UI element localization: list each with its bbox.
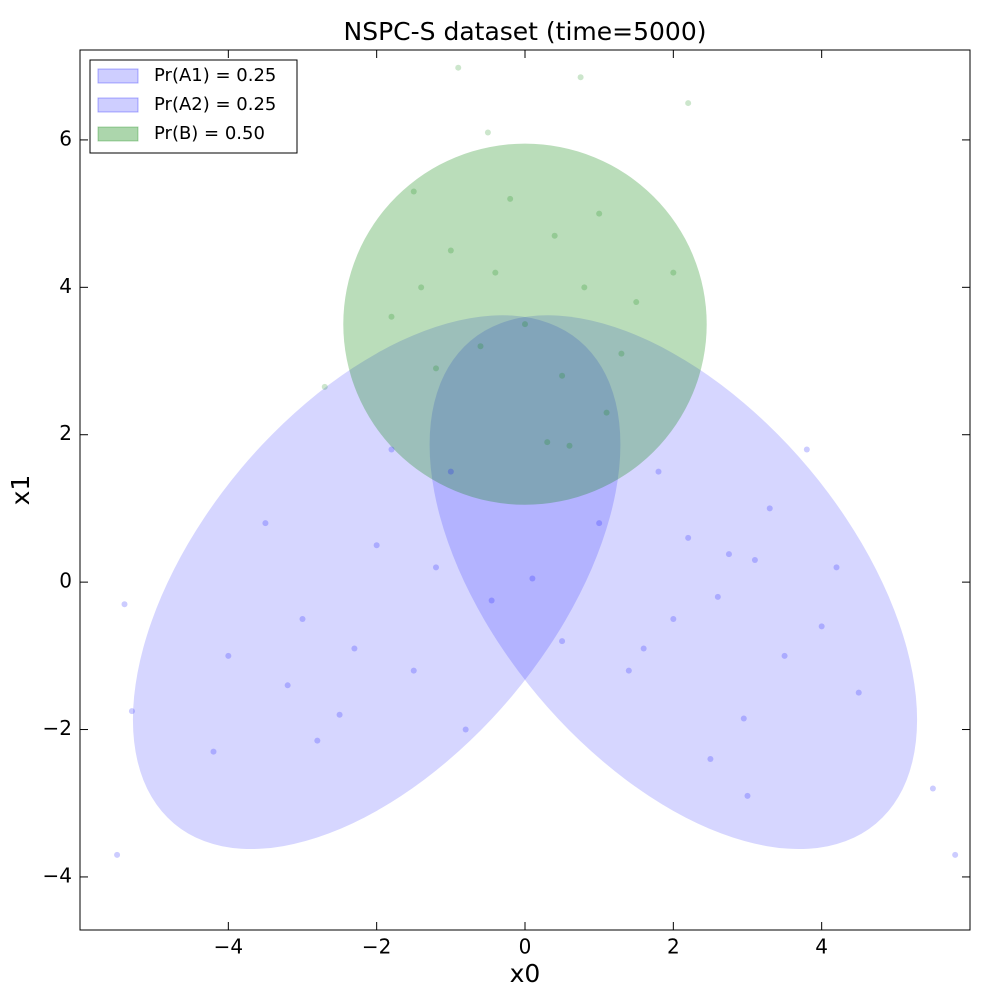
scatter-point <box>544 439 551 446</box>
scatter-point <box>433 365 439 372</box>
legend-label: Pr(A1) = 0.25 <box>154 65 276 86</box>
scatter-point <box>488 597 495 604</box>
x-tick-label: 2 <box>667 935 680 959</box>
x-tick-label: 0 <box>519 935 532 959</box>
legend-label: Pr(B) = 0.50 <box>154 123 265 144</box>
x-axis-label: x0 <box>510 959 541 988</box>
scatter-point <box>351 645 358 652</box>
scatter-point <box>551 232 558 239</box>
scatter-point <box>929 785 936 792</box>
scatter-point <box>433 564 439 571</box>
plot-area <box>114 64 959 858</box>
scatter-point <box>596 210 603 217</box>
x-tick-label: 4 <box>815 935 828 959</box>
legend-swatch <box>97 97 139 113</box>
legend-swatch <box>97 126 139 142</box>
scatter-point <box>447 247 454 254</box>
scatter-point <box>418 284 425 291</box>
y-tick-label: −2 <box>43 716 72 740</box>
scatter-point <box>577 74 584 81</box>
x-tick-label: −4 <box>214 935 243 959</box>
y-tick-label: 2 <box>59 421 72 445</box>
y-tick-label: 0 <box>59 569 72 593</box>
scatter-point <box>625 667 632 674</box>
scatter-point <box>336 711 343 718</box>
scatter-point <box>529 575 536 582</box>
y-tick-label: −4 <box>43 863 72 887</box>
scatter-point <box>410 667 417 674</box>
scatter-point <box>670 269 677 276</box>
scatter-point <box>522 321 528 328</box>
x-tick-label: −2 <box>362 935 391 959</box>
scatter-point <box>314 737 321 744</box>
probability-ellipse <box>343 143 707 505</box>
probability-ellipse <box>132 315 621 850</box>
scatter-point <box>284 682 291 689</box>
scatter-point <box>818 623 825 630</box>
scatter-point <box>833 564 840 571</box>
scatter-point <box>559 638 566 645</box>
y-tick-label: 4 <box>59 274 72 298</box>
scatter-point <box>633 299 640 306</box>
scatter-point <box>455 64 462 71</box>
scatter-point <box>128 708 135 715</box>
scatter-point <box>596 520 603 527</box>
scatter-point <box>121 601 128 608</box>
scatter-point <box>321 383 328 390</box>
scatter-point <box>299 615 306 622</box>
scatter-point <box>751 557 758 564</box>
scatter-point <box>492 269 499 276</box>
scatter-point <box>640 645 647 652</box>
scatter-point <box>740 715 747 722</box>
scatter-point <box>714 593 721 600</box>
scatter-point <box>559 372 566 379</box>
scatter-point <box>744 792 751 799</box>
scatter-point <box>225 652 232 659</box>
scatter-point <box>566 442 573 449</box>
scatter-point <box>855 689 862 696</box>
scatter-point <box>388 446 395 453</box>
legend-swatch <box>97 68 139 84</box>
scatter-point <box>707 756 714 763</box>
chart-title: NSPC-S dataset (time=5000) <box>344 17 707 46</box>
scatter-point <box>781 652 788 659</box>
scatter-point <box>262 520 269 527</box>
y-axis-label: x1 <box>6 475 35 506</box>
scatter-point <box>655 468 662 475</box>
legend-label: Pr(A2) = 0.25 <box>154 94 276 115</box>
scatter-point <box>447 468 454 475</box>
scatter-point <box>373 542 380 549</box>
scatter-point <box>952 851 959 858</box>
scatter-point <box>388 313 395 320</box>
scatter-point <box>114 851 121 858</box>
scatter-point <box>685 100 692 107</box>
scatter-point <box>581 284 588 291</box>
scatter-point <box>603 409 610 416</box>
scatter-point <box>725 551 732 558</box>
scatter-point <box>803 446 810 453</box>
scatter-point <box>477 343 484 350</box>
scatter-point <box>484 129 491 136</box>
scatter-point <box>685 534 692 541</box>
scatter-point <box>410 188 417 195</box>
y-tick-label: 6 <box>59 126 72 150</box>
probability-ellipse <box>429 315 918 850</box>
scatter-point <box>766 505 773 512</box>
legend-box <box>89 59 298 154</box>
scatter-point <box>507 195 514 202</box>
scatter-point <box>462 726 469 733</box>
scatter-point <box>618 350 625 357</box>
scatter-point <box>210 748 217 755</box>
scatter-point <box>670 615 677 622</box>
